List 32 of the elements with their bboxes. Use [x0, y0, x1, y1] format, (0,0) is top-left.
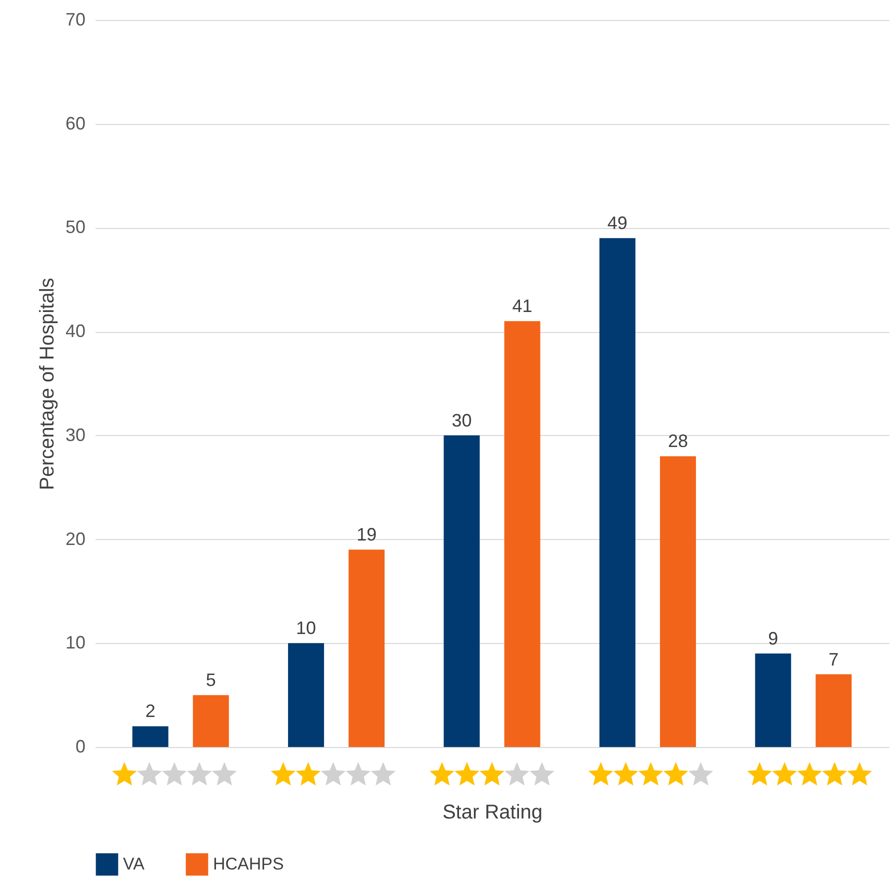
data-label: 30 [452, 410, 472, 430]
data-label: 28 [668, 431, 688, 452]
data-label: 19 [356, 524, 377, 545]
data-label: 9 [768, 628, 778, 649]
y-tick-label: 40 [65, 321, 86, 342]
bar [816, 674, 852, 747]
data-label: 10 [296, 618, 316, 638]
y-tick-label: 70 [65, 10, 86, 30]
bar [192, 695, 229, 747]
bar [288, 643, 324, 747]
y-tick-label: 50 [65, 217, 86, 238]
y-tick-label: 60 [65, 113, 86, 134]
y-axis-title: Percentage of Hospitals [36, 278, 58, 490]
bar [132, 726, 168, 747]
bar [660, 456, 696, 747]
bar [599, 238, 636, 747]
y-tick-label: 30 [65, 424, 86, 445]
data-label: 41 [512, 296, 532, 316]
bar [504, 321, 540, 747]
bar [348, 550, 385, 747]
y-tick-label: 10 [65, 632, 86, 653]
bar [444, 435, 480, 747]
legend-label: HCAHPS [213, 854, 284, 874]
y-tick-label: 20 [65, 528, 86, 549]
y-tick-label: 0 [75, 736, 86, 756]
data-label: 7 [828, 649, 839, 670]
x-axis-title: Star Rating [442, 802, 543, 824]
legend-label: VA [123, 854, 146, 874]
data-label: 5 [206, 670, 216, 690]
data-label: 2 [145, 701, 156, 722]
data-label: 49 [607, 213, 628, 234]
bar [755, 654, 792, 747]
